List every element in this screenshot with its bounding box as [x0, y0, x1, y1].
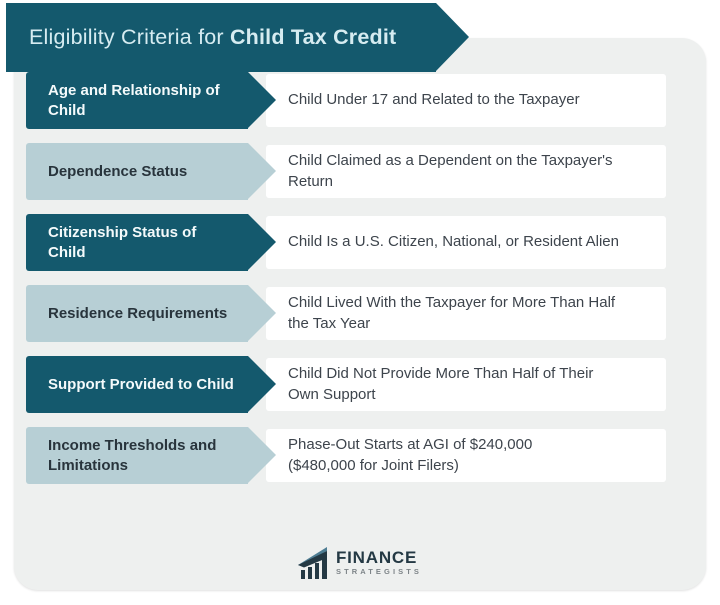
row-description: Child Claimed as a Dependent on the Taxp… [288, 152, 613, 190]
row-label-arrow: Citizenship Status of Child [26, 214, 276, 271]
arrow-tip [248, 72, 276, 128]
row-label-arrow: Income Thresholds and Limitations [26, 427, 276, 484]
criteria-row-dependence-status: Child Claimed as a Dependent on the Taxp… [26, 143, 666, 200]
row-description: Child Lived With the Taxpayer for More T… [288, 294, 616, 332]
row-label: Support Provided to Child [48, 375, 234, 393]
brand-subname: STRATEGISTS [335, 567, 423, 577]
page-title-prefix: Eligibility Criteria for [29, 25, 230, 49]
row-description-box: Child Under 17 and Related to the Taxpay… [266, 74, 666, 127]
brand-name: FINANCE [335, 548, 418, 568]
criteria-rows: Child Under 17 and Related to the Taxpay… [26, 72, 666, 484]
row-description-box: Child Lived With the Taxpayer for More T… [266, 287, 666, 340]
criteria-row-support-provided: Child Did Not Provide More Than Half of … [26, 356, 666, 413]
page-title-emphasis: Child Tax Credit [229, 25, 397, 49]
brand-logo: FINANCE STRATEGISTS [0, 546, 720, 579]
criteria-row-income-thresholds: Phase-Out Starts at AGI of $240,000 ($48… [26, 427, 666, 484]
row-label: Dependence Status [48, 162, 188, 180]
row-label-arrow: Residence Requirements [26, 285, 276, 342]
criteria-row-age-relationship: Child Under 17 and Related to the Taxpay… [26, 72, 666, 129]
row-label: Citizenship Status of Child [48, 224, 197, 261]
header-banner: Eligibility Criteria for Child Tax Credi… [6, 3, 469, 72]
row-description: Child Is a U.S. Citizen, National, or Re… [288, 233, 619, 251]
arrow-tip [248, 285, 276, 341]
arrow-tip [248, 356, 276, 412]
row-description-box: Child Is a U.S. Citizen, National, or Re… [266, 216, 666, 269]
row-label: Age and Relationship of Child [48, 82, 220, 119]
page-title: Eligibility Criteria for Child Tax Credi… [29, 25, 396, 50]
row-description: Child Did Not Provide More Than Half of … [288, 365, 594, 403]
row-description-box: Child Did Not Provide More Than Half of … [266, 358, 666, 411]
row-label: Income Thresholds and Limitations [48, 437, 217, 474]
row-label-arrow: Dependence Status [26, 143, 276, 200]
header-banner-arrow-tip [436, 3, 469, 71]
arrow-tip [248, 214, 276, 270]
row-description-box: Child Claimed as a Dependent on the Taxp… [266, 145, 666, 198]
bar-chart-growth-icon [297, 547, 327, 579]
criteria-row-residence-requirements: Child Lived With the Taxpayer for More T… [26, 285, 666, 342]
row-description: Child Under 17 and Related to the Taxpay… [288, 91, 580, 109]
header-banner-body: Eligibility Criteria for Child Tax Credi… [6, 3, 436, 72]
row-label-arrow: Age and Relationship of Child [26, 72, 276, 129]
arrow-tip [248, 143, 276, 199]
row-description: Phase-Out Starts at AGI of $240,000 ($48… [288, 436, 533, 474]
arrow-tip [248, 427, 276, 483]
criteria-row-citizenship-status: Child Is a U.S. Citizen, National, or Re… [26, 214, 666, 271]
row-description-box: Phase-Out Starts at AGI of $240,000 ($48… [266, 429, 666, 482]
row-label: Residence Requirements [48, 304, 228, 322]
row-label-arrow: Support Provided to Child [26, 356, 276, 413]
